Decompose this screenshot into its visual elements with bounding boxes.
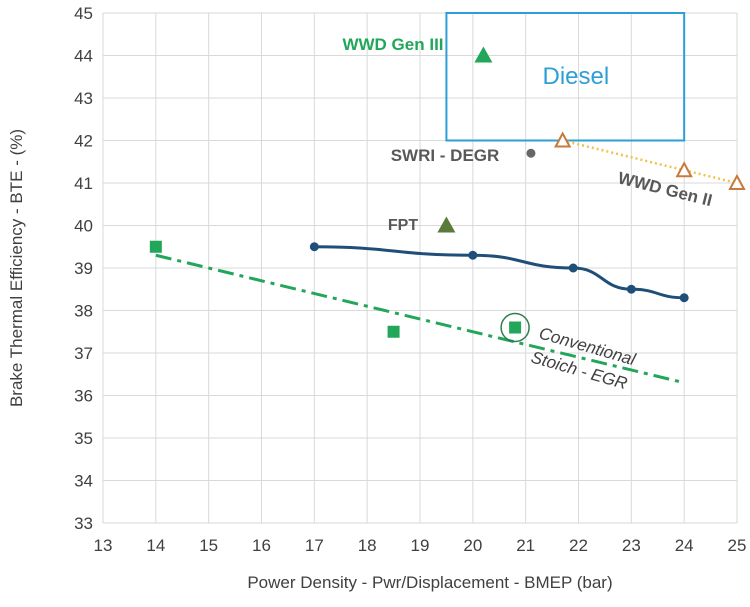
annotations: WWD Gen III SWRI - DEGR FPT WWD Gen II C… (342, 35, 714, 393)
stoich-point (387, 325, 400, 338)
x-tick-labels: 13 14 15 16 17 18 19 20 21 22 23 24 25 (94, 536, 747, 555)
annotation-swri-degr: SWRI - DEGR (391, 146, 500, 165)
data-series (149, 46, 746, 385)
x-tick-label: 15 (199, 536, 218, 555)
x-axis-title: Power Density - Pwr/Displacement - BMEP … (247, 573, 612, 592)
curve-line (314, 245, 685, 300)
y-tick-label: 40 (74, 217, 93, 236)
y-tick-label: 37 (74, 344, 93, 363)
curve-point (679, 293, 689, 303)
wwd2-point (675, 161, 693, 178)
curve-point (626, 284, 636, 294)
y-axis-title: Brake Thermal Efficiency - BTE - (%) (7, 129, 26, 407)
x-tick-label: 21 (516, 536, 535, 555)
curve-point (309, 242, 319, 252)
y-tick-label: 36 (74, 387, 93, 406)
swri-point (526, 148, 536, 158)
y-tick-label: 42 (74, 132, 93, 151)
x-tick-label: 17 (305, 536, 324, 555)
x-tick-label: 16 (252, 536, 271, 555)
fpt-point (437, 216, 456, 233)
stoich-point (149, 240, 162, 253)
wwd2-point (553, 131, 572, 148)
x-tick-label: 14 (146, 536, 165, 555)
x-tick-label: 13 (94, 536, 113, 555)
y-tick-label: 45 (74, 4, 93, 23)
x-tick-label: 22 (569, 536, 588, 555)
diesel-region-label: Diesel (543, 63, 610, 90)
gridlines (102, 12, 738, 524)
curve-point (568, 263, 578, 273)
x-tick-label: 19 (411, 536, 430, 555)
x-tick-label: 20 (463, 536, 482, 555)
x-tick-label: 25 (728, 536, 747, 555)
wwd2-point (728, 173, 746, 190)
y-tick-label: 43 (74, 89, 93, 108)
y-tick-label: 33 (74, 514, 93, 533)
x-tick-label: 18 (358, 536, 377, 555)
y-tick-labels: 33 34 35 36 37 38 39 40 41 42 43 44 45 (74, 4, 93, 533)
x-tick-label: 23 (622, 536, 641, 555)
y-tick-label: 35 (74, 429, 93, 448)
y-tick-label: 38 (74, 302, 93, 321)
y-tick-label: 44 (74, 47, 93, 66)
y-tick-label: 34 (74, 472, 93, 491)
y-tick-label: 39 (74, 259, 93, 278)
curve-point (468, 250, 478, 260)
x-tick-label: 24 (675, 536, 694, 555)
wwd3-point (474, 46, 493, 63)
stoich-egr-trendline (155, 253, 685, 385)
annotation-fpt: FPT (388, 217, 418, 234)
highlight-circle (500, 312, 530, 343)
annotation-wwd-gen-iii: WWD Gen III (342, 35, 443, 54)
stoich-point (509, 321, 522, 334)
y-tick-label: 41 (74, 174, 93, 193)
